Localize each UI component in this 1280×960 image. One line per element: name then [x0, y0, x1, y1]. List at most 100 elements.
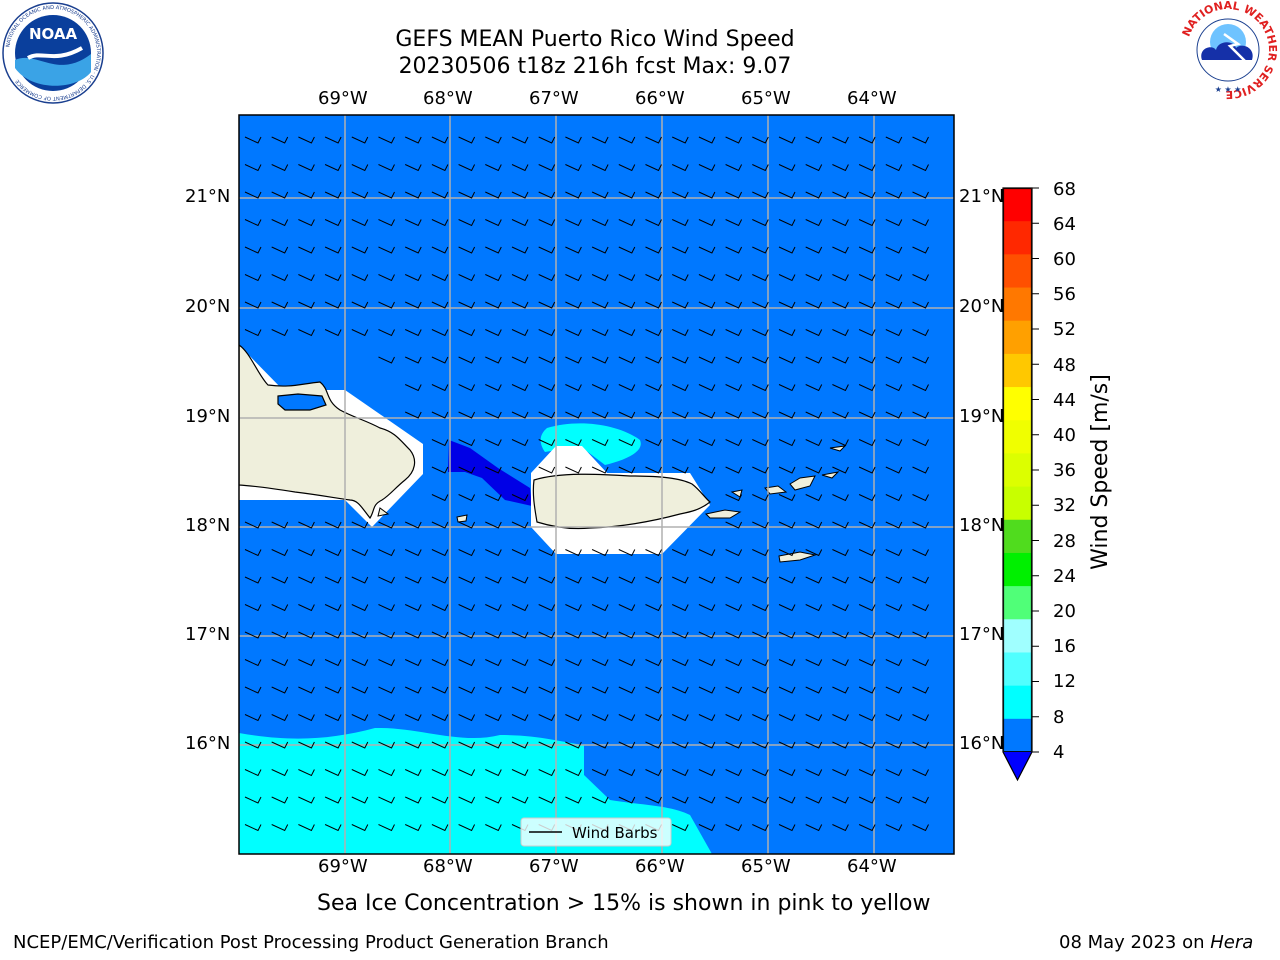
wind-barb: [912, 219, 929, 227]
wind-barb: [458, 329, 476, 337]
wind-barb: [752, 659, 769, 667]
lon-label-bottom: 65°W: [741, 856, 791, 877]
wind-barb: [458, 576, 476, 584]
wind-barb: [485, 164, 502, 172]
wind-barb: [591, 604, 609, 612]
wind-barb: [725, 686, 743, 694]
colorbar-tick: 16: [1053, 636, 1076, 657]
wind-barb: [324, 631, 342, 639]
wind-barb: [511, 631, 529, 639]
lon-label-bottom: 66°W: [635, 856, 685, 877]
wind-barb: [378, 576, 395, 584]
wind-barb: [351, 631, 369, 639]
wind-barb: [511, 494, 529, 502]
wind-barb: [244, 521, 262, 529]
wind-barb: [458, 686, 476, 694]
wind-barb: [271, 769, 289, 777]
wind-barb: [298, 604, 315, 612]
wind-barb: [511, 246, 529, 254]
wind-barb: [351, 191, 369, 199]
wind-barb: [618, 411, 636, 419]
wind-barb: [885, 714, 903, 722]
wind-barb: [351, 329, 369, 337]
wind-barb: [752, 411, 769, 419]
wind-barb: [458, 411, 476, 419]
wind-barb: [912, 521, 929, 529]
wind-barb: [725, 659, 743, 667]
wind-barb: [752, 219, 769, 227]
colorbar-tick: 36: [1053, 460, 1076, 481]
wind-barb: [832, 246, 849, 254]
wind-barb: [244, 686, 262, 694]
wind-barb: [378, 521, 395, 529]
wind-barb: [591, 769, 609, 777]
wind-barb: [511, 356, 529, 364]
wind-barb: [912, 604, 929, 612]
wind-barb: [805, 631, 823, 639]
lon-label-bottom: 68°W: [423, 856, 473, 877]
wind-barb: [298, 164, 315, 172]
wind-barb: [671, 576, 689, 584]
wind-barb: [805, 301, 823, 309]
wind-barb: [912, 411, 929, 419]
wind-barb: [404, 164, 422, 172]
wind-barb: [832, 576, 849, 584]
wind-barb: [858, 164, 876, 172]
wind-barb: [591, 576, 609, 584]
wind-barb: [298, 686, 315, 694]
footer-date-text: 08 May 2023 on: [1059, 932, 1211, 953]
wind-barb: [912, 769, 929, 777]
wind-barb: [324, 219, 342, 227]
wind-barb: [832, 686, 849, 694]
wind-barb: [778, 604, 796, 612]
wind-barb: [431, 604, 449, 612]
wind-barb: [591, 714, 609, 722]
wind-barb: [271, 604, 289, 612]
wind-barb: [511, 466, 529, 474]
wind-barb: [885, 604, 903, 612]
wind-barb: [244, 191, 262, 199]
wind-barb: [725, 796, 743, 804]
colorbar-swatch: [1003, 287, 1032, 322]
footer-branch: NCEP/EMC/Verification Post Processing Pr…: [13, 932, 609, 953]
noaa-logo-icon: NATIONAL OCEANIC AND ATMOSPHERIC ADMINIS…: [2, 2, 104, 104]
wind-barb: [618, 301, 636, 309]
colorbar-swatch: [1003, 221, 1032, 255]
wind-barb: [538, 796, 556, 804]
wind-barb: [778, 439, 796, 447]
wind-barb: [778, 466, 796, 474]
wind-barb: [778, 329, 796, 337]
wind-barb: [912, 301, 929, 309]
wind-barb: [431, 714, 449, 722]
wind-barb: [912, 796, 929, 804]
wind-barb: [378, 659, 395, 667]
wind-barb: [271, 521, 289, 529]
wind-barb: [698, 659, 716, 667]
colorbar-tick: 32: [1053, 495, 1076, 516]
wind-barb: [698, 439, 716, 447]
wind-barb: [458, 301, 476, 309]
wind-barb: [565, 659, 582, 667]
wind-barb: [458, 494, 476, 502]
colorbar-tick: 48: [1053, 355, 1076, 376]
noaa-logo-text: NOAA: [29, 25, 78, 43]
wind-barb: [485, 714, 502, 722]
wind-barb: [324, 329, 342, 337]
wind-barb: [752, 796, 769, 804]
wind-barb: [378, 356, 395, 364]
wind-barb: [431, 796, 449, 804]
wind-barb: [805, 741, 823, 749]
wind-barb: [752, 136, 769, 144]
wind-barb: [752, 191, 769, 199]
wind-barb: [351, 604, 369, 612]
hispaniola-bay: [277, 393, 327, 411]
wind-barb: [832, 659, 849, 667]
wind-barb: [485, 411, 502, 419]
colorbar-swatch: [1003, 387, 1032, 421]
wind-barb: [431, 769, 449, 777]
wind-barb: [752, 769, 769, 777]
wind-barb: [565, 604, 582, 612]
wind-barb: [431, 631, 449, 639]
wind-barb: [271, 136, 289, 144]
wind-barb: [485, 796, 502, 804]
